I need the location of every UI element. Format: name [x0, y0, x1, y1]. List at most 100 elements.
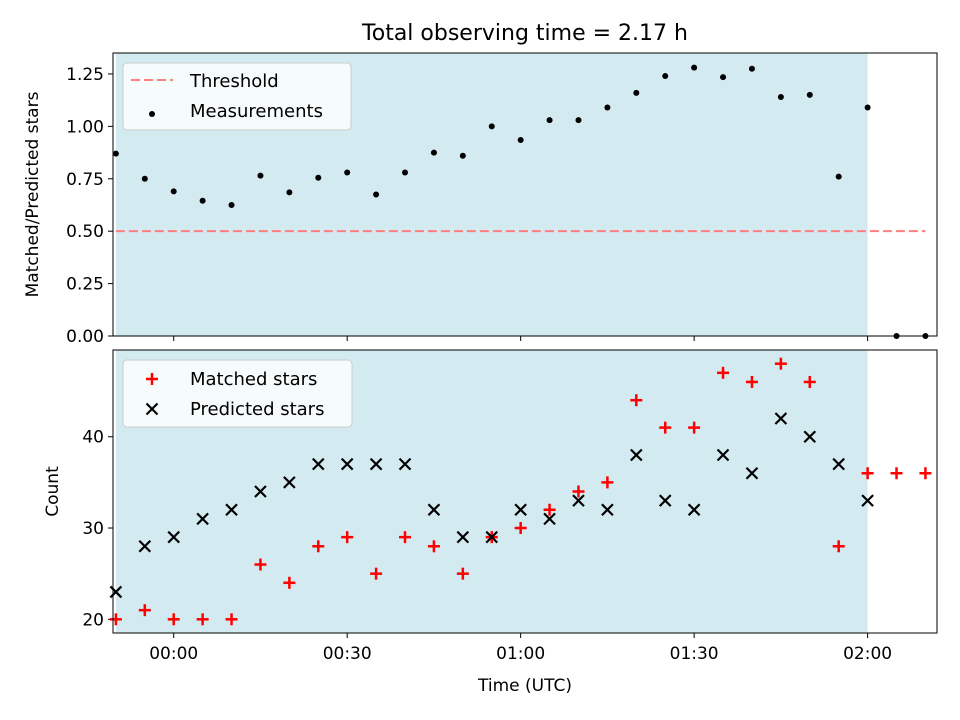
x-axis-label: Time (UTC) — [477, 676, 572, 696]
measurement-point — [199, 197, 206, 204]
counts-axes-frame — [112, 349, 938, 634]
predicted-star-marker — [543, 512, 556, 526]
predicted-star-marker — [601, 503, 614, 517]
predicted-star-marker — [572, 494, 585, 507]
predicted-star-marker — [803, 430, 817, 444]
predicted-star-marker — [658, 494, 672, 507]
matched-star-marker — [427, 540, 440, 553]
measurement-point — [864, 104, 871, 111]
counts-legend-box — [122, 359, 353, 428]
y-tick-label: 0.50 — [66, 222, 104, 242]
matched-star-marker — [456, 567, 469, 580]
predicted-star-marker — [456, 530, 470, 544]
measurement-point — [141, 175, 148, 182]
matched-star-marker — [717, 366, 730, 379]
x-tick-label: 01:00 — [496, 644, 545, 664]
predicted-star-marker — [427, 503, 441, 517]
y-tick-label: 30 — [82, 519, 104, 539]
measurement-point — [430, 149, 437, 156]
matched-star-marker — [745, 375, 758, 388]
matched-star-marker — [514, 522, 527, 535]
y-tick-label: 0.00 — [66, 327, 104, 347]
measurement-point — [835, 173, 842, 180]
measurement-point — [488, 123, 495, 130]
matched-star-marker — [688, 421, 701, 434]
measurement-point — [459, 152, 466, 159]
matched-star-marker — [370, 567, 383, 580]
measurement-point — [720, 74, 727, 81]
matched-star-marker — [919, 467, 932, 480]
y-tick-label: 20 — [82, 610, 104, 630]
ratio-y-ticks: 0.00 0.25 0.50 0.75 1.00 1.25 — [66, 65, 113, 347]
measurement-point — [546, 117, 553, 124]
predicted-star-marker — [398, 457, 412, 471]
predicted-star-marker — [514, 503, 527, 517]
predicted-star-marker — [745, 466, 759, 480]
matched-star-marker — [572, 485, 585, 498]
measurement-point — [170, 188, 177, 195]
y-tick-label: 40 — [82, 428, 104, 448]
predicted-star-marker — [283, 476, 296, 489]
x-tick-label: 00:30 — [323, 644, 372, 664]
predicted-star-marker — [225, 503, 238, 517]
predicted-star-marker — [832, 457, 845, 471]
ratio-legend: Threshold Measurements — [122, 62, 352, 131]
measurement-point — [604, 104, 611, 111]
matched-star-marker — [630, 394, 643, 407]
measurement-point — [373, 191, 380, 198]
predicted-star-marker — [861, 494, 874, 507]
legend-predicted-swatch — [145, 402, 159, 416]
measurement-point — [315, 174, 322, 181]
measurement-point — [257, 172, 264, 179]
x-tick-label: 00:00 — [149, 644, 198, 664]
legend-measurements-label: Measurements — [190, 101, 323, 122]
predicted-star-marker — [138, 539, 152, 553]
chart-title: Total observing time = 2.17 h — [361, 21, 688, 46]
matched-star-marker — [254, 558, 267, 571]
measurement-point — [777, 94, 784, 101]
matched-star-marker — [861, 467, 874, 480]
x-tick-label: 02:00 — [843, 644, 892, 664]
counts-series — [109, 357, 932, 626]
legend-measurements-swatch — [149, 111, 155, 117]
matched-star-marker — [312, 540, 325, 553]
matched-star-marker — [890, 467, 903, 480]
y-tick-label: 1.00 — [66, 117, 104, 137]
predicted-star-marker — [311, 457, 325, 471]
measurement-point — [691, 64, 698, 71]
x-tick-label: 01:30 — [670, 644, 719, 664]
predicted-star-marker — [485, 530, 499, 544]
ratio-x-ticks — [173, 336, 869, 341]
measurement-point — [228, 201, 235, 208]
measurement-point — [748, 65, 755, 72]
matched-star-marker — [225, 613, 238, 626]
legend-predicted-label: Predicted stars — [190, 399, 324, 420]
predicted-star-marker — [167, 530, 180, 544]
legend-threshold-label: Threshold — [189, 71, 279, 92]
counts-x-ticks: 00:00 00:30 01:00 01:30 02:00 — [149, 633, 892, 664]
y-tick-label: 1.25 — [66, 65, 104, 85]
measurement-point — [517, 136, 524, 143]
measurement-point — [662, 73, 669, 80]
y-tick-label: 0.75 — [66, 170, 104, 190]
measurement-point — [112, 150, 119, 157]
matched-star-marker — [167, 613, 180, 626]
measurement-point — [633, 89, 640, 96]
matched-star-marker — [196, 613, 209, 626]
y-tick-label: 0.25 — [66, 275, 104, 295]
counts-legend: Matched stars Predicted stars — [122, 359, 353, 428]
ratio-y-axis-label: Matched/Predicted stars — [23, 91, 43, 297]
counts-y-axis-label: Count — [43, 466, 63, 517]
matched-star-marker — [399, 531, 412, 544]
ratio-axes-frame — [112, 52, 938, 337]
matched-star-marker — [543, 503, 556, 516]
predicted-star-marker — [774, 412, 788, 425]
predicted-star-marker — [109, 585, 123, 599]
legend-matched-label: Matched stars — [190, 369, 317, 390]
counts-y-ticks: 20 30 40 — [82, 428, 113, 630]
measurement-point — [286, 189, 293, 196]
predicted-star-marker — [716, 448, 730, 462]
ratio-panel: 0.00 0.25 0.50 0.75 1.00 1.25 Total observing… — [23, 21, 938, 347]
measurement-point — [402, 169, 409, 176]
